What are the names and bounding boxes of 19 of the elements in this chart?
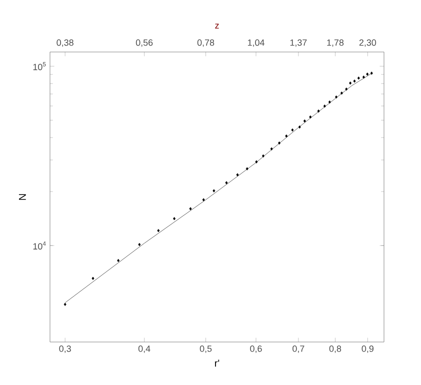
text: 0,38 [56, 39, 74, 47]
x-tick-label: 0,8 [329, 346, 342, 353]
x-tick-label: 0,4 [138, 346, 150, 353]
x-tick-label: 0,6 [250, 346, 262, 353]
y-axis-title: N [18, 194, 26, 200]
x2-axis-title: z [215, 24, 219, 29]
x-tick-label: 0,7 [292, 346, 304, 353]
text: 1,78 [327, 39, 344, 47]
x-tick-label: 0,5 [200, 346, 212, 353]
x-tick-label: 0,9 [362, 346, 374, 353]
text: 1,37 [290, 39, 307, 47]
text: 1,04 [248, 39, 264, 47]
text: 0,78 [197, 39, 214, 47]
y-tick-label: 10$^{4}$ [33, 242, 46, 250]
text: 0,56 [136, 39, 153, 47]
y-tick-label: 10$^{5}$ [33, 62, 46, 70]
text: 2,30 [359, 39, 376, 47]
x-tick-label: 0,3 [59, 346, 71, 353]
x-axis-title: r' [215, 360, 220, 367]
